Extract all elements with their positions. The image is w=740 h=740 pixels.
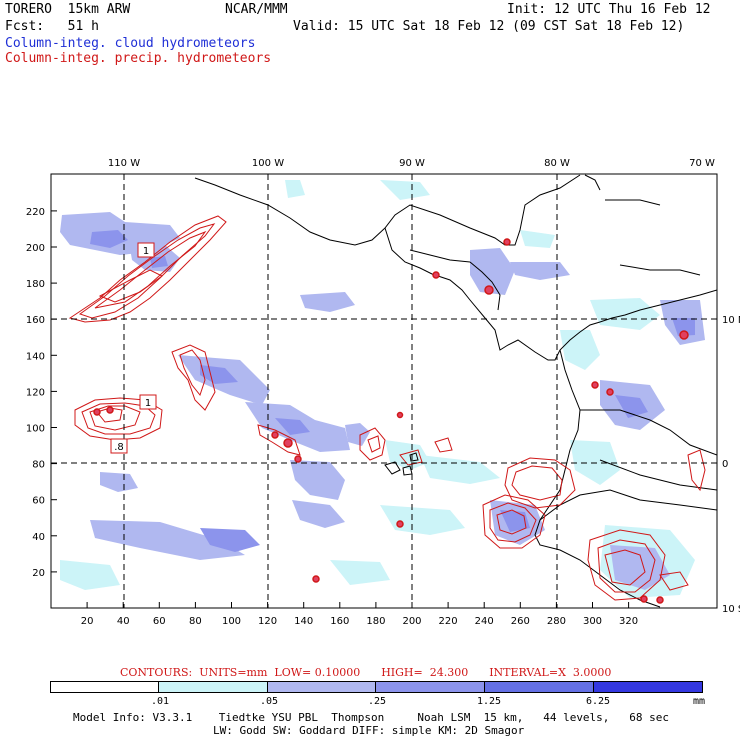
legend-swatch [50,681,159,693]
x-tick-label: 260 [511,616,530,627]
legend-label: .05 [260,696,279,707]
y-tick-label: 180 [26,279,45,290]
cloud-hydrometeor-shading [60,180,705,598]
legend-label: 6.25 [586,696,611,707]
longitude-label: 90 W [399,158,425,169]
svg-text:1: 1 [143,246,149,257]
cloud-field-label: Column-integ. cloud hydrometeors [5,36,256,51]
valid-time: Valid: 15 UTC Sat 18 Feb 12 (09 CST Sat … [293,19,685,34]
longitude-label: 80 W [544,158,570,169]
precip-field-label: Column-integ. precip. hydrometeors [5,51,272,66]
y-tick-label: 100 [26,424,45,435]
model-info-line2: LW: Godd SW: Goddard DIFF: simple KM: 2D… [213,724,525,737]
lat-lon-grid [51,174,717,608]
legend-swatch [376,681,485,693]
legend-swatch [159,681,268,693]
x-tick-label: 220 [439,616,458,627]
legend-swatch [485,681,594,693]
x-tick-label: 100 [222,616,241,627]
precip-hydrometeor-contours [68,215,706,601]
latitude-label: 10 N [722,315,740,326]
y-tick-label: 220 [26,207,45,218]
y-tick-label: 60 [32,496,45,507]
boxed-mark: .8 [110,438,128,454]
y-tick-label: 160 [26,315,45,326]
y-tick-label: 140 [26,351,45,362]
legend-label: .01 [151,696,170,707]
contour-info: CONTOURS: UNITS=mm LOW= 0.10000 HIGH= 24… [120,666,612,679]
longitude-label: 70 W [689,158,715,169]
legend-label: 1.25 [477,696,502,707]
x-tick-label: 160 [330,616,349,627]
forecast-hour: Fcst: 51 h [5,19,99,34]
x-tick-label: 280 [547,616,566,627]
x-tick-label: 180 [366,616,385,627]
precip-maxima [93,238,689,604]
boxed-value-marks: 11.8 [110,242,157,454]
boxed-mark: 1 [139,394,157,410]
center-label: NCAR/MMM [225,2,288,17]
svg-text:.8: .8 [114,442,124,453]
legend-unit: mm [693,696,706,707]
latitude-label: 10 S [722,604,740,615]
y-tick-label: 80 [32,460,45,471]
init-time: Init: 12 UTC Thu 16 Feb 12 [507,2,711,17]
longitude-label: 110 W [108,158,140,169]
legend-label: .25 [368,696,387,707]
svg-text:1: 1 [145,398,151,409]
y-tick-label: 120 [26,387,45,398]
x-tick-label: 200 [402,616,421,627]
x-tick-label: 240 [475,616,494,627]
x-tick-label: 300 [583,616,602,627]
latitude-label: 0 [722,459,728,470]
x-tick-label: 60 [153,616,166,627]
boxed-mark: 1 [137,242,155,258]
model-info-line1: Model Info: V3.3.1 Tiedtke YSU PBL Thomp… [73,711,670,724]
x-tick-label: 80 [189,616,202,627]
y-tick-label: 200 [26,243,45,254]
y-tick-label: 40 [32,532,45,543]
x-tick-label: 20 [81,616,94,627]
legend-swatch [268,681,376,693]
y-tick-label: 20 [32,568,45,579]
x-tick-label: 120 [258,616,277,627]
x-tick-label: 320 [619,616,638,627]
model-label: TORERO 15km ARW [5,2,131,17]
x-tick-label: 140 [294,616,313,627]
x-tick-label: 40 [117,616,130,627]
longitude-label: 100 W [252,158,284,169]
legend-swatch [594,681,703,693]
